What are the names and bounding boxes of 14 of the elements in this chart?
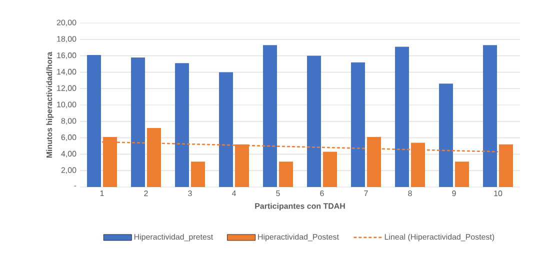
bar xyxy=(323,152,338,187)
bar xyxy=(483,45,498,187)
bar xyxy=(439,84,454,187)
bar xyxy=(263,45,278,187)
bar xyxy=(395,46,410,187)
bar xyxy=(279,162,294,187)
bar xyxy=(219,72,234,187)
bar xyxy=(307,56,322,187)
bar xyxy=(175,63,189,187)
bar xyxy=(351,62,366,187)
bar xyxy=(455,162,470,187)
bar xyxy=(87,54,101,187)
bar xyxy=(191,162,205,187)
bar xyxy=(131,57,145,187)
